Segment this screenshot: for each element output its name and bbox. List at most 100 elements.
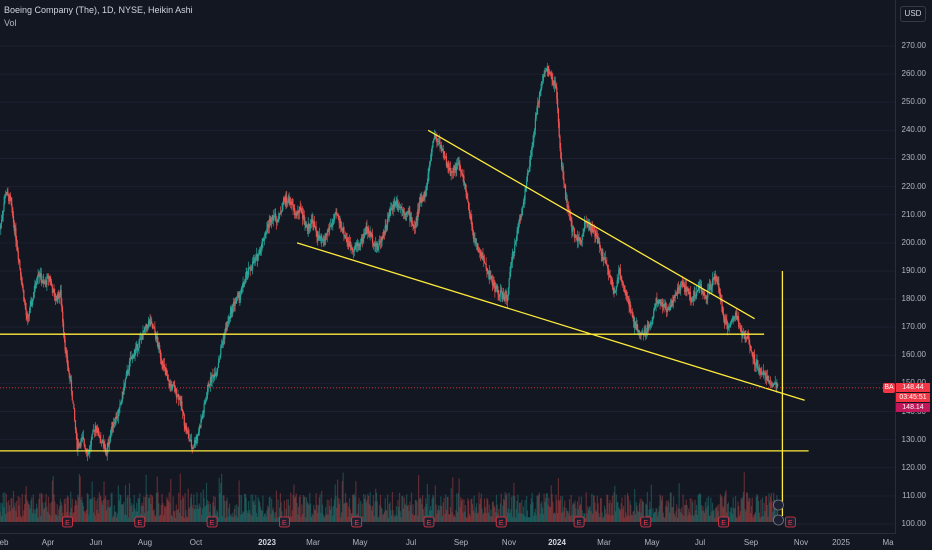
candle-body [656, 298, 658, 301]
candle-body [222, 337, 224, 343]
candle-body [351, 247, 353, 249]
volume-bar [138, 498, 140, 522]
candle-body [145, 324, 147, 329]
volume-bar [24, 503, 26, 522]
volume-bar [345, 502, 347, 522]
candle-body [25, 309, 27, 316]
candle-body [182, 412, 185, 415]
volume-bar [374, 501, 376, 522]
candle-body [737, 315, 739, 319]
x-tick-label: Jul [694, 538, 706, 547]
symbol-title[interactable]: Boeing Company (The), 1D, NYSE, Heikin A… [4, 5, 193, 15]
candle-body [14, 228, 16, 232]
candle-body [340, 220, 342, 229]
volume-bar [317, 512, 319, 522]
volume-bar [536, 495, 538, 522]
volume-bar [581, 510, 583, 522]
volume-bar [607, 495, 609, 522]
price-axis[interactable]: USD [895, 0, 932, 550]
candle-body [0, 228, 1, 230]
volume-bar [323, 517, 325, 522]
volume-bar [160, 505, 162, 522]
currency-button[interactable]: USD [900, 6, 926, 22]
volume-bar [628, 515, 630, 522]
volume-bar [751, 497, 753, 522]
volume-bar [76, 504, 78, 522]
candle-body [167, 379, 169, 381]
candle-body [250, 269, 252, 271]
volume-bar [695, 510, 697, 522]
volume-label[interactable]: Vol [4, 18, 17, 28]
volume-bar [27, 501, 29, 522]
candle-body [241, 286, 243, 289]
volume-bar [312, 515, 314, 522]
candle-body [127, 370, 129, 373]
volume-bar [618, 507, 620, 522]
candle-body [86, 452, 88, 456]
candle-body [725, 319, 727, 321]
volume-bar [4, 514, 7, 522]
candle-body [345, 238, 347, 240]
volume-bar [516, 500, 518, 522]
candle-body [491, 275, 493, 280]
candle-body [406, 211, 409, 213]
volume-bar [465, 517, 467, 522]
x-tick-label: May [644, 538, 660, 547]
volume-bar [12, 508, 14, 522]
volume-bar [592, 494, 594, 522]
candle-body [459, 163, 461, 171]
volume-bar [368, 504, 370, 522]
volume-bar [551, 493, 553, 522]
volume-bar [321, 490, 323, 522]
candle-body [510, 261, 513, 266]
volume-bar [558, 500, 560, 522]
candle-body [632, 316, 634, 318]
candle-body [436, 139, 438, 142]
candle-body [259, 250, 261, 254]
candle-body [580, 243, 582, 244]
candle-body [325, 234, 328, 236]
candle-body [208, 384, 210, 387]
candle-body [571, 220, 573, 232]
candle-body [26, 315, 28, 319]
volume-bar [167, 501, 169, 522]
candle-body [255, 256, 257, 260]
volume-bar [112, 515, 115, 522]
volume-bar [176, 510, 178, 522]
volume-bar [429, 510, 431, 522]
volume-bar [288, 505, 290, 522]
volume-bar [252, 501, 254, 522]
volume-bar [265, 516, 267, 522]
volume-bar [619, 510, 621, 522]
candle-body [22, 285, 24, 290]
volume-bar [734, 507, 736, 522]
candle-body [469, 213, 471, 216]
candle-body [592, 230, 594, 233]
volume-bar [355, 481, 357, 522]
volume-bar [125, 515, 127, 522]
candle-body [452, 167, 455, 173]
candle-body [83, 439, 85, 445]
candle-body [464, 183, 466, 185]
volume-bar [445, 509, 448, 522]
volume-bar [87, 494, 89, 522]
volume-bar [328, 499, 330, 522]
candle-body [204, 402, 206, 404]
candle-body [338, 216, 340, 223]
candle-body [107, 442, 109, 448]
volume-bar [217, 511, 219, 522]
candle-body [449, 167, 451, 176]
time-axis[interactable] [0, 533, 896, 550]
candle-body [665, 309, 668, 313]
volume-bar [190, 497, 192, 522]
chart-legend: Boeing Company (The), 1D, NYSE, Heikin A… [4, 4, 193, 30]
volume-bar [740, 498, 742, 522]
candle-body [179, 396, 181, 405]
volume-bar [530, 504, 532, 522]
candle-body [93, 430, 96, 432]
volume-bar [22, 515, 24, 522]
volume-bar [360, 500, 362, 522]
candle-body [196, 436, 198, 441]
candle-body [232, 301, 235, 306]
